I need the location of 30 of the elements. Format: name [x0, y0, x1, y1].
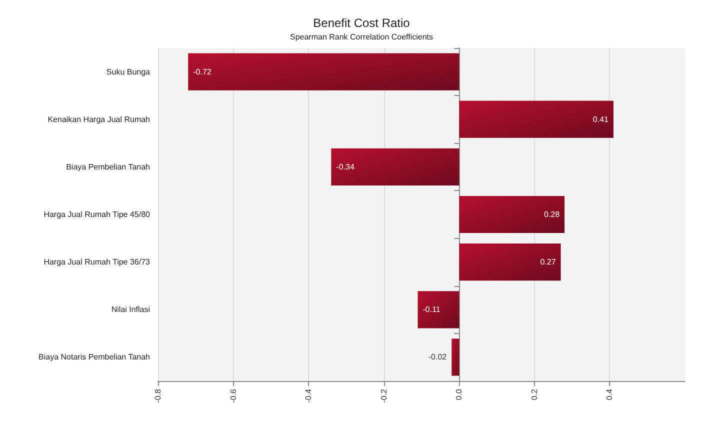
x-tick-label: -0.4	[304, 388, 314, 403]
bar	[459, 196, 565, 234]
x-tick-label: -0.8	[154, 388, 162, 403]
y-tick-label: Harga Jual Rumah Tipe 36/73	[44, 258, 151, 267]
data-label: -0.11	[422, 305, 441, 314]
x-tick-label: 0.4	[605, 388, 614, 400]
x-tick-label: -0.2	[379, 388, 388, 403]
data-label: 0.41	[592, 114, 610, 124]
y-tick-label: Suku Bunga	[106, 67, 151, 76]
y-tick-label: Nilai Inflasi	[111, 305, 150, 314]
chart-subtitle: Spearman Rank Correlation Coefficients	[290, 32, 434, 42]
bar	[452, 338, 460, 376]
bar	[418, 291, 460, 328]
x-tick-label: -0.6	[228, 388, 238, 403]
bar	[331, 148, 460, 186]
bar	[188, 53, 460, 90]
y-tick-label: Biaya Notaris Pembelian Tanah	[38, 352, 150, 362]
data-label: -0.72	[193, 67, 212, 76]
bar	[459, 100, 614, 138]
bar	[459, 244, 561, 281]
data-label: -0.02	[428, 352, 448, 362]
data-label: 0.27	[540, 258, 556, 267]
y-tick-label: Harga Jual Rumah Tipe 45/80	[44, 210, 151, 219]
y-tick-label: Biaya Pembelian Tanah	[66, 162, 150, 172]
chart-title: Benefit Cost Ratio	[313, 16, 410, 30]
x-tick-label: 0.2	[530, 388, 539, 400]
data-label: -0.34	[336, 162, 355, 172]
data-label: 0.28	[544, 210, 560, 219]
y-tick-label: Kenaikan Harga Jual Rumah	[48, 114, 150, 124]
x-tick-label: 0.0	[454, 388, 464, 400]
